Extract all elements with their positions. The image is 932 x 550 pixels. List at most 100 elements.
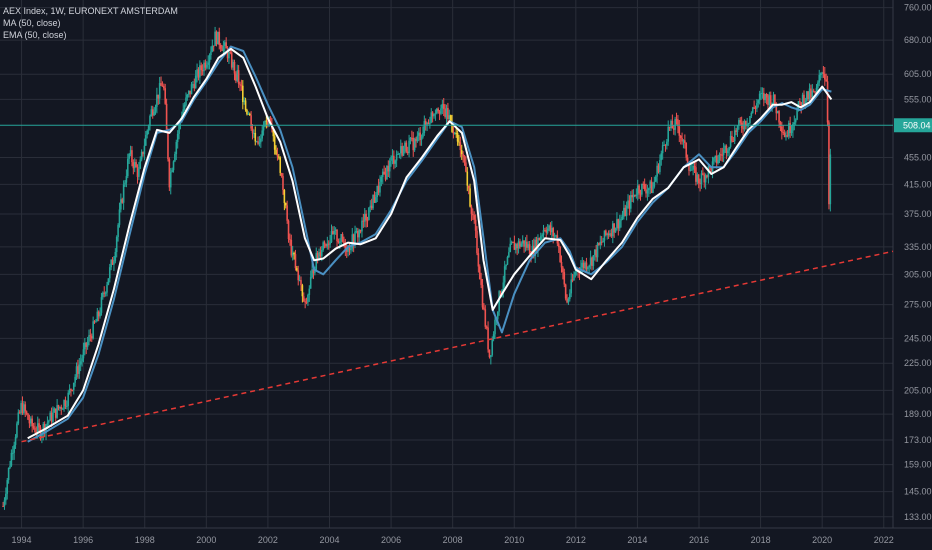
y-tick-label: 335.00 xyxy=(904,242,932,252)
candle-body xyxy=(779,122,782,127)
candle-body xyxy=(309,277,312,289)
candle-body xyxy=(537,237,539,251)
candle-body xyxy=(269,116,272,124)
legend-ema[interactable]: EMA (50, close) xyxy=(3,30,67,40)
candle-body xyxy=(120,199,122,210)
candle-body xyxy=(352,234,355,246)
candle-body xyxy=(6,480,9,494)
candle-body xyxy=(145,134,147,146)
candle-body xyxy=(521,240,524,244)
candle-body xyxy=(391,155,394,158)
candle-body xyxy=(262,126,265,131)
y-tick-label: 760.00 xyxy=(904,3,932,13)
candle-body xyxy=(567,299,570,303)
candle-body xyxy=(490,355,492,358)
candle-body xyxy=(624,207,627,216)
candle-body xyxy=(751,107,754,113)
candle-body xyxy=(387,165,390,172)
candle-body xyxy=(273,136,276,150)
candle-body xyxy=(431,112,434,117)
candle-body xyxy=(569,293,571,300)
candle-body xyxy=(660,153,663,161)
candle-body xyxy=(648,188,650,191)
candle-body xyxy=(409,137,412,141)
candle-body xyxy=(411,137,413,139)
candle-body xyxy=(476,230,478,254)
candle-body xyxy=(138,168,140,177)
candle-body xyxy=(573,274,575,281)
candle-body xyxy=(498,291,500,312)
candle-body xyxy=(570,279,573,294)
candle-body xyxy=(10,452,13,466)
candle-body xyxy=(420,137,423,140)
candle-body xyxy=(17,412,20,424)
y-tick-label: 375.00 xyxy=(904,209,932,219)
candle-body xyxy=(713,157,715,162)
candle-body xyxy=(566,298,568,303)
candle-body xyxy=(50,412,53,422)
candle-body xyxy=(584,262,586,269)
candle-body xyxy=(390,157,392,161)
candle-body xyxy=(56,405,58,418)
candle-body xyxy=(524,241,527,247)
legend-ma[interactable]: MA (50, close) xyxy=(3,18,61,28)
candle-body xyxy=(440,108,442,114)
candle-body xyxy=(426,122,428,125)
candle-body xyxy=(283,189,286,203)
candle-body xyxy=(607,233,610,236)
candle-body xyxy=(232,61,234,68)
candle-body xyxy=(46,422,49,425)
candle-body xyxy=(194,75,197,89)
candle-body xyxy=(140,151,143,160)
candle-body xyxy=(427,122,430,125)
candle-body xyxy=(449,115,452,122)
candle-body xyxy=(240,85,243,87)
candle-body xyxy=(699,183,701,185)
candle-body xyxy=(448,115,451,120)
candle-body xyxy=(659,160,661,173)
candle-body xyxy=(546,228,549,233)
candle-body xyxy=(674,119,676,130)
candle-body xyxy=(38,423,40,428)
candle-body xyxy=(502,282,505,291)
candle-body xyxy=(167,129,169,160)
candle-body xyxy=(354,231,356,246)
candle-body xyxy=(519,241,521,247)
candle-body xyxy=(433,113,435,117)
candle-body xyxy=(702,173,704,175)
candle-body xyxy=(654,176,657,182)
candle-body xyxy=(466,171,469,186)
candle-body xyxy=(808,88,811,99)
candle-body xyxy=(646,190,649,194)
candle-body xyxy=(118,209,121,225)
candle-body xyxy=(318,252,320,259)
candle-body xyxy=(753,107,755,109)
candle-body xyxy=(41,433,43,439)
candle-body xyxy=(632,194,635,198)
candle-body xyxy=(332,231,334,235)
candle-body xyxy=(483,307,485,310)
candle-body xyxy=(715,155,718,164)
candle-body xyxy=(68,388,71,393)
candle-body xyxy=(721,154,724,156)
y-tick-label: 415.00 xyxy=(904,179,932,189)
candle-body xyxy=(657,165,660,173)
candle-body xyxy=(172,161,175,171)
candle-body xyxy=(199,65,201,78)
legend-symbol[interactable]: AEX Index, 1W, EURONEXT AMSTERDAM xyxy=(3,6,178,16)
candle-body xyxy=(319,252,322,257)
candle-body xyxy=(434,113,437,115)
candle-body xyxy=(395,154,398,161)
candle-body xyxy=(143,145,146,155)
y-tick-label: 159.00 xyxy=(904,460,932,470)
candle-body xyxy=(266,121,269,126)
candle-body xyxy=(823,74,826,80)
candle-body xyxy=(749,116,751,124)
candle-body xyxy=(728,146,730,151)
candle-body xyxy=(445,107,448,118)
candle-body xyxy=(735,130,737,132)
candle-body xyxy=(153,111,155,116)
candle-body xyxy=(724,145,726,150)
candle-body xyxy=(690,169,693,171)
